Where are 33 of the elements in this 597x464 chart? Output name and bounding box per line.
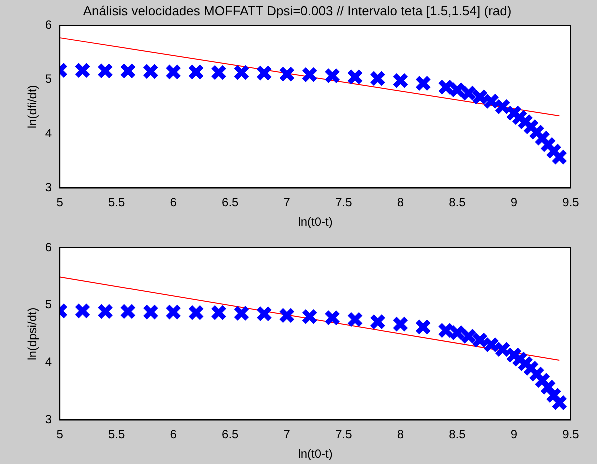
x-tick-label: 5.5 — [108, 428, 126, 442]
x-tick-label: 9 — [510, 428, 518, 442]
x-tick-label: 8.5 — [449, 196, 466, 210]
y-tick-label: 5 — [45, 298, 52, 312]
x-tick-label: 5 — [56, 428, 64, 442]
y-tick-label: 6 — [45, 18, 52, 32]
x-tick-label: 8 — [397, 196, 404, 210]
x-axis-title: ln(t0-t) — [298, 215, 333, 230]
y-tick-label: 3 — [45, 180, 52, 195]
x-tick-label: 8.5 — [449, 428, 466, 442]
x-tick-label: 9.5 — [562, 428, 580, 442]
x-tick-label: 6.5 — [222, 196, 240, 210]
y-tick-label: 3 — [45, 412, 52, 427]
x-tick-label: 7 — [284, 196, 291, 210]
x-tick-label: 6.5 — [222, 428, 240, 442]
x-tick-label: 5 — [56, 196, 64, 210]
y-tick-label: 4 — [45, 355, 52, 370]
x-tick-label: 7.5 — [336, 428, 353, 442]
x-tick-label: 9 — [510, 196, 518, 210]
y-tick-label: 6 — [45, 240, 52, 254]
y-tick-label: 4 — [45, 126, 52, 140]
y-tick-label: 5 — [45, 72, 52, 86]
x-tick-label: 5.5 — [108, 196, 126, 210]
x-tick-label: 7.5 — [336, 196, 353, 210]
x-tick-label: 6 — [170, 196, 178, 210]
x-tick-label: 7 — [284, 428, 291, 442]
x-tick-label: 9.5 — [562, 196, 580, 210]
x-tick-label: 8 — [397, 428, 404, 442]
chart-title: Análisis velocidades MOFFATT Dpsi=0.003 // Intervalo teta [1.5,1.54] (rad) — [83, 3, 512, 18]
y-axis-title: ln(dfi/dt) — [26, 85, 40, 129]
y-axis-title: ln(dpsi/dt) — [26, 308, 40, 360]
x-tick-label: 6 — [170, 428, 178, 442]
x-axis-title: ln(t0-t) — [298, 447, 333, 462]
